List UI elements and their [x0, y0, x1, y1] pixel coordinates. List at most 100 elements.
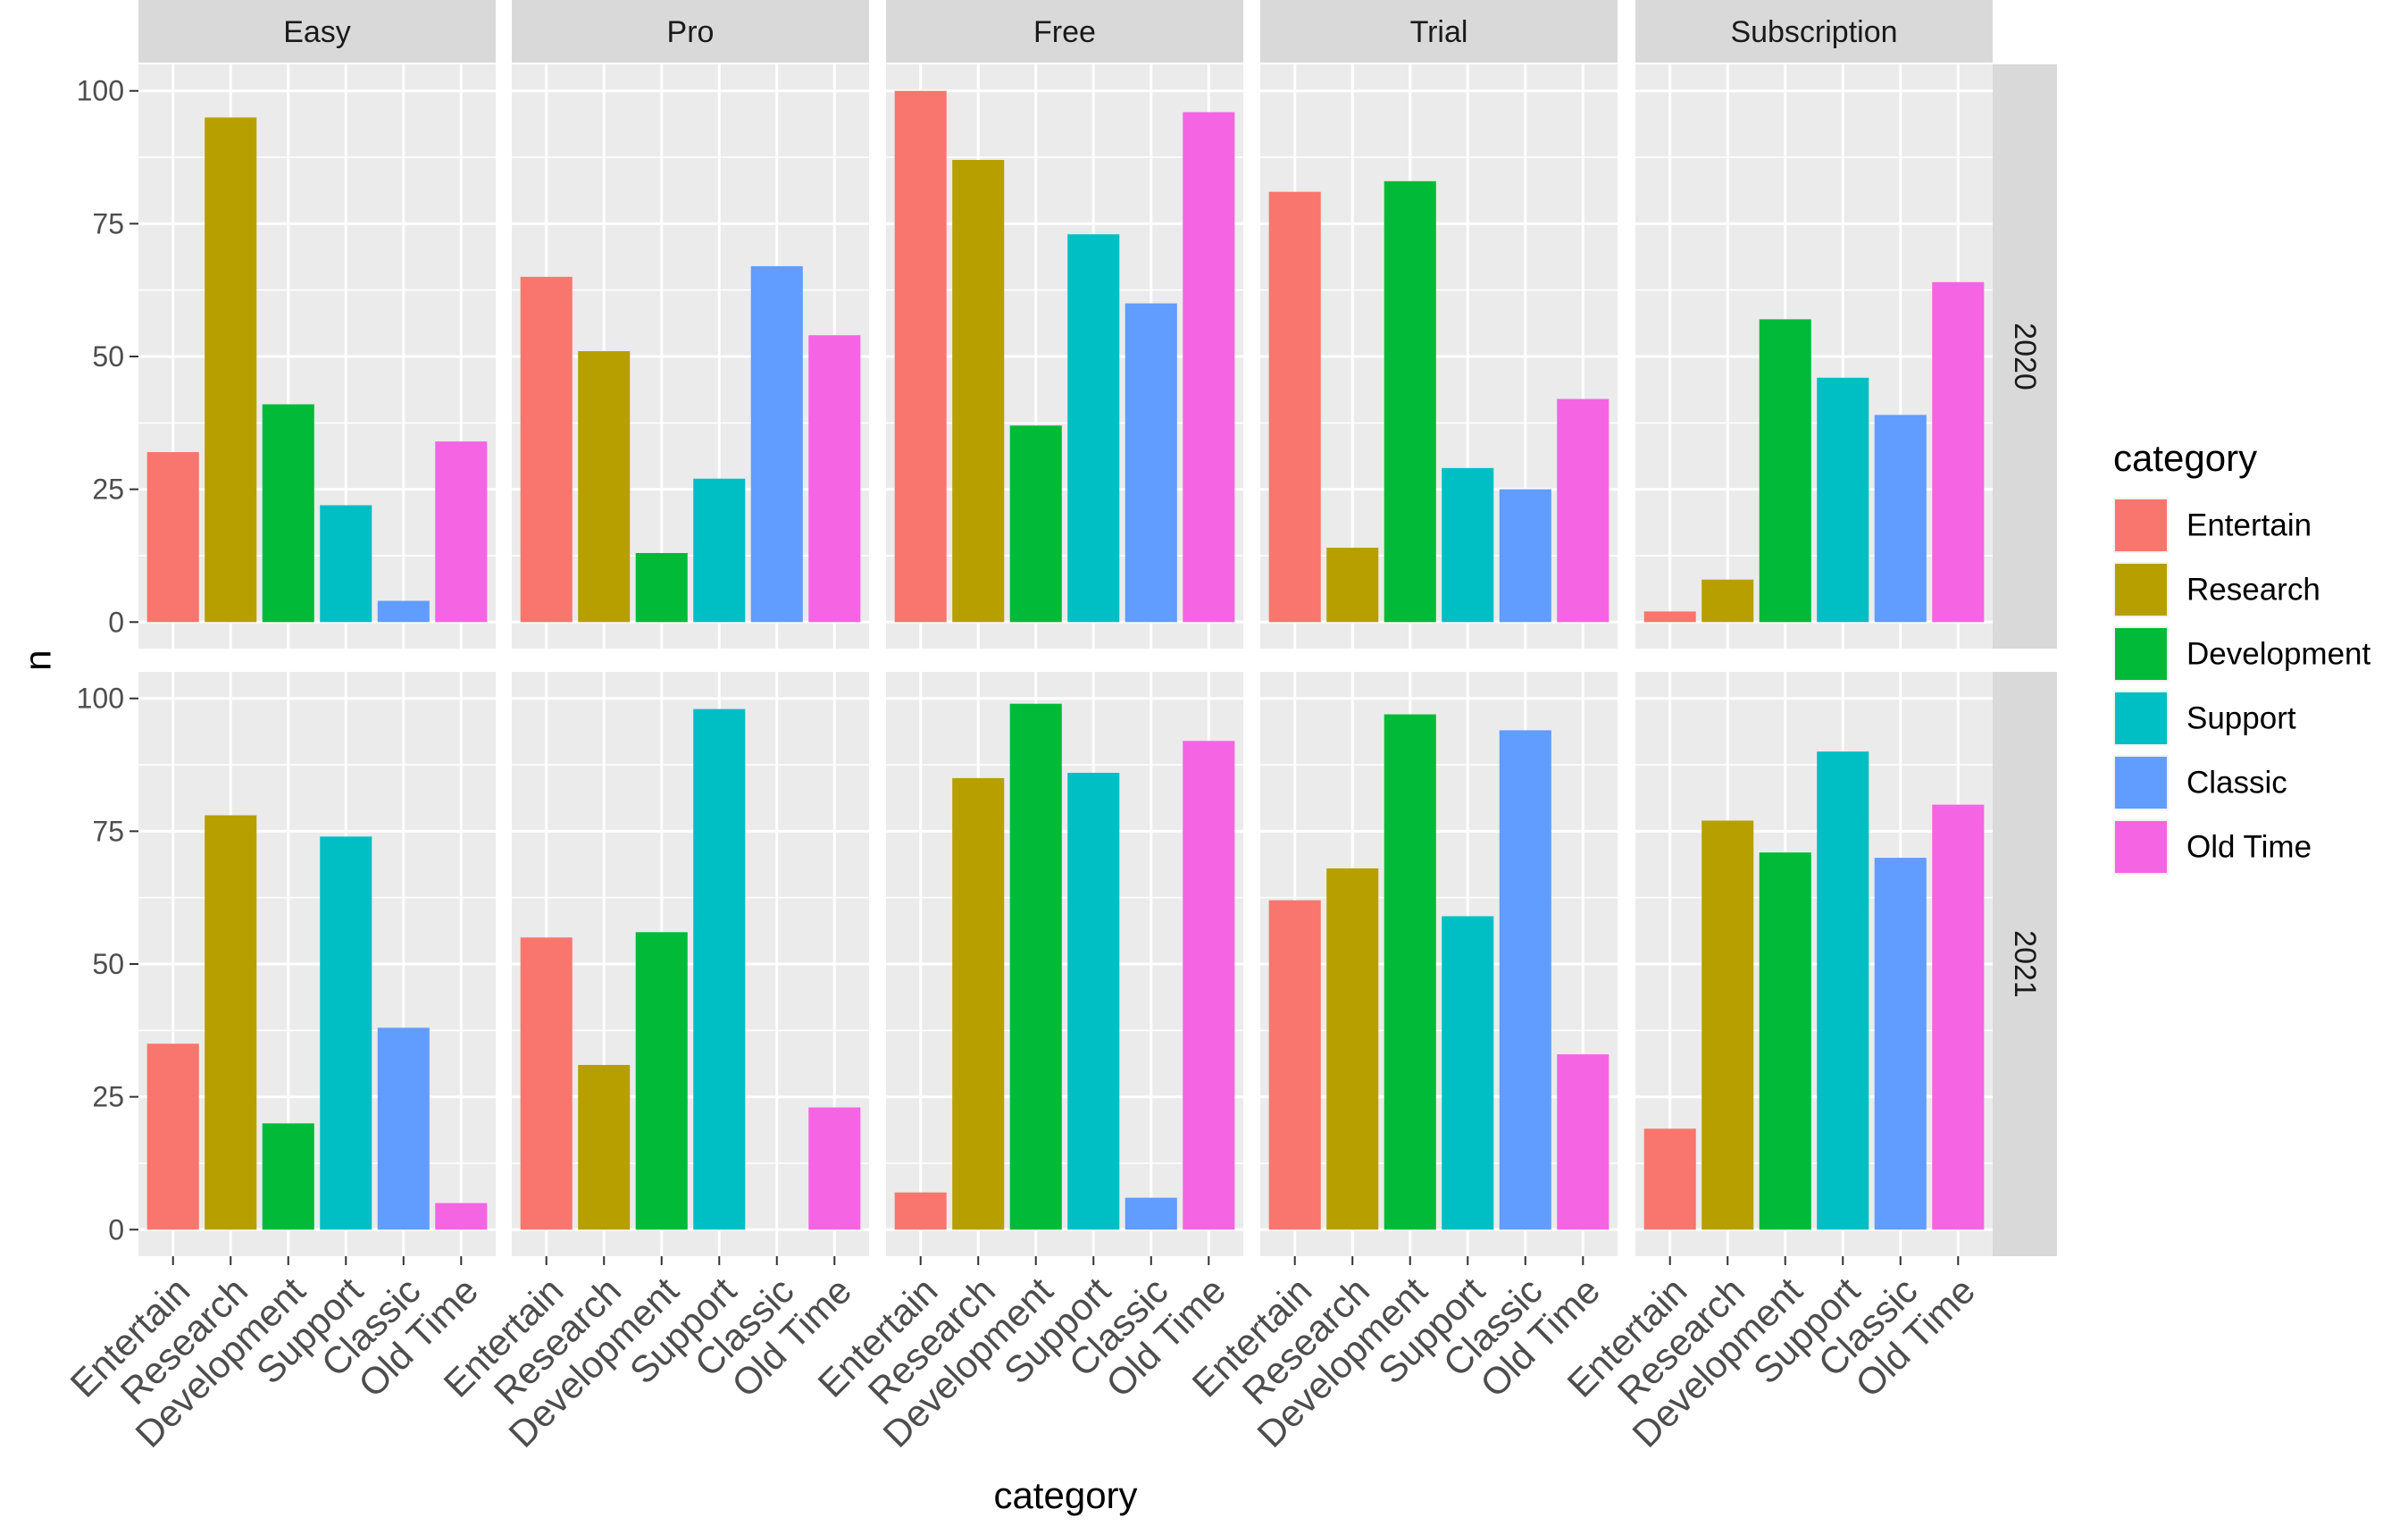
bar-2021-free-classic: [1125, 1197, 1177, 1230]
bar-2020-free-classic: [1125, 303, 1177, 623]
legend-label: Entertain: [2186, 508, 2312, 543]
legend-label: Old Time: [2186, 830, 2312, 865]
bar-2020-easy-support: [320, 505, 372, 623]
y-tick-label: 25: [92, 1081, 124, 1113]
y-tick-label: 25: [92, 474, 124, 506]
bar-2020-pro-support: [693, 478, 746, 623]
bar-2020-pro-old-time: [808, 335, 861, 623]
bar-2021-trial-support: [1442, 916, 1494, 1230]
legend-label: Research: [2186, 573, 2320, 608]
y-tick-label: 0: [108, 1213, 124, 1245]
bar-2020-pro-entertain: [520, 276, 573, 623]
legend-label: Support: [2186, 701, 2296, 736]
y-tick-label: 100: [77, 683, 124, 715]
bar-2020-pro-development: [635, 552, 688, 623]
y-tick-label: 50: [92, 340, 124, 373]
bar-2021-free-research: [952, 777, 1005, 1230]
bar-2021-subscription-old-time: [1932, 804, 1985, 1230]
bar-2020-trial-research: [1326, 548, 1379, 623]
legend-label: Development: [2186, 637, 2370, 672]
bar-2021-free-entertain: [894, 1192, 947, 1230]
bar-2021-easy-research: [205, 815, 257, 1230]
bar-2021-subscription-research: [1701, 820, 1754, 1230]
facet-strip-label: Easy: [283, 15, 351, 49]
bar-2021-pro-old-time: [808, 1107, 861, 1230]
bar-2021-trial-old-time: [1557, 1054, 1610, 1230]
bar-2021-easy-development: [262, 1123, 314, 1230]
y-tick-label: 0: [108, 606, 124, 638]
bar-2020-easy-old-time: [435, 441, 488, 623]
bar-2021-easy-entertain: [146, 1044, 199, 1230]
y-axis-title: n: [17, 650, 59, 670]
facet-strip-label: Pro: [667, 15, 715, 49]
bar-2021-pro-entertain: [520, 937, 573, 1230]
facet-strip-label: Trial: [1410, 15, 1468, 49]
facet-strip-label: Subscription: [1730, 15, 1897, 49]
bar-2021-subscription-classic: [1874, 858, 1927, 1230]
bar-2020-subscription-research: [1701, 579, 1754, 623]
bar-2020-free-research: [952, 160, 1005, 623]
bar-2021-subscription-development: [1759, 852, 1811, 1230]
bar-2021-pro-development: [635, 932, 688, 1230]
bar-2020-subscription-entertain: [1643, 611, 1696, 623]
facet-strip-pro: [512, 0, 869, 63]
bar-2020-easy-classic: [377, 600, 430, 623]
bar-2020-trial-classic: [1499, 489, 1551, 623]
legend-key-old-time: [2115, 821, 2167, 873]
bar-2020-easy-entertain: [146, 452, 199, 623]
legend-key-research: [2115, 564, 2167, 616]
legend-key-entertain: [2115, 499, 2167, 551]
legend-title: category: [2113, 437, 2257, 479]
bar-2020-pro-classic: [750, 265, 803, 623]
bar-2021-easy-support: [320, 836, 372, 1230]
facet-strip-label: 2020: [2008, 323, 2042, 390]
bar-2020-easy-research: [205, 117, 257, 623]
bar-2020-pro-research: [578, 351, 631, 623]
facet-strip-2021: [1993, 672, 2057, 1256]
bar-2020-free-development: [1009, 425, 1062, 623]
bar-2020-subscription-old-time: [1932, 281, 1985, 623]
facet-strip-subscription: [1635, 0, 1993, 63]
bar-2020-subscription-development: [1759, 319, 1811, 623]
bar-2021-subscription-entertain: [1643, 1128, 1696, 1230]
bar-2021-trial-entertain: [1268, 900, 1321, 1230]
bar-2020-trial-support: [1442, 467, 1494, 623]
y-tick-label: 75: [92, 815, 124, 847]
legend-label: Classic: [2186, 766, 2287, 801]
facet-strip-2020: [1993, 64, 2057, 649]
bar-2021-easy-classic: [377, 1027, 430, 1230]
bar-2021-free-support: [1067, 772, 1120, 1230]
bar-2021-easy-old-time: [435, 1203, 488, 1230]
bar-2020-subscription-support: [1817, 377, 1869, 623]
bar-2020-subscription-classic: [1874, 415, 1927, 623]
bar-2020-trial-old-time: [1557, 398, 1610, 623]
bar-2020-free-old-time: [1183, 112, 1235, 623]
y-tick-label: 75: [92, 207, 124, 239]
legend-key-support: [2115, 692, 2167, 744]
facet-strip-free: [886, 0, 1243, 63]
y-tick-label: 100: [77, 75, 124, 107]
bar-2021-trial-development: [1384, 714, 1436, 1230]
bar-2021-pro-support: [693, 708, 746, 1230]
facet-strip-label: 2021: [2008, 930, 2042, 998]
facet-strip-trial: [1260, 0, 1618, 63]
facet-strip-easy: [138, 0, 496, 63]
bar-2020-easy-development: [262, 404, 314, 623]
x-axis-title: category: [993, 1474, 1137, 1516]
bar-2021-subscription-support: [1817, 751, 1869, 1230]
y-tick-label: 50: [92, 948, 124, 980]
bar-2021-free-old-time: [1183, 741, 1235, 1230]
bar-2020-free-support: [1067, 234, 1120, 623]
bar-2021-trial-classic: [1499, 730, 1551, 1230]
facet-strip-label: Free: [1033, 15, 1096, 49]
legend-key-development: [2115, 628, 2167, 680]
bar-2021-free-development: [1009, 703, 1062, 1230]
bar-2021-pro-research: [578, 1064, 631, 1230]
legend-key-classic: [2115, 757, 2167, 809]
bar-2021-trial-research: [1326, 868, 1379, 1230]
bar-2020-free-entertain: [894, 90, 947, 623]
bar-2020-trial-development: [1384, 180, 1436, 623]
bar-2020-trial-entertain: [1268, 191, 1321, 623]
